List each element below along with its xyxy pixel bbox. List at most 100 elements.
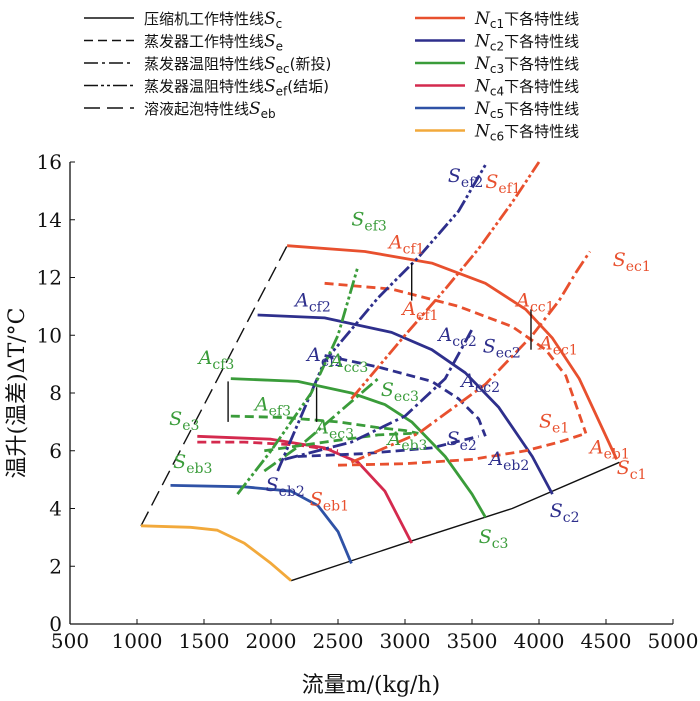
curve-label: Aeb1 xyxy=(588,437,630,463)
legend-item: Nc3下各特性线 xyxy=(474,54,579,76)
curve-label: Aef3 xyxy=(253,393,291,419)
curve-label-subscript: eb1 xyxy=(604,447,630,463)
y-tick-label: 16 xyxy=(37,150,62,174)
legend-item: Nc1下各特性线 xyxy=(474,9,579,31)
y-tick-label: 10 xyxy=(37,323,62,347)
curve-label: Se2 xyxy=(447,428,477,454)
curve-label: Aef2 xyxy=(305,344,343,370)
legend-text: 蒸发器温阻特性线 xyxy=(144,78,264,96)
y-tick-label: 14 xyxy=(37,208,62,232)
legend-symbol: N xyxy=(474,122,491,142)
curve-label-subscript: ef1 xyxy=(498,181,520,197)
curve-label-symbol: S xyxy=(351,209,364,231)
legend-subscript: ec xyxy=(276,62,290,76)
curve-label-symbol: S xyxy=(613,249,626,271)
curve-label-symbol: A xyxy=(197,347,213,369)
curve-label: Aec3 xyxy=(313,416,354,442)
x-tick-label: 4500 xyxy=(581,629,632,653)
curve-label-subscript: cc2 xyxy=(452,334,477,350)
curve-label-symbol: A xyxy=(386,428,402,450)
legend-subscript: c3 xyxy=(490,62,504,76)
curve-label-subscript: ef3 xyxy=(269,403,291,419)
legend-symbol: N xyxy=(474,99,491,119)
curve-label-symbol: A xyxy=(293,289,309,311)
legend-text: 蒸发器工作特性线 xyxy=(144,33,264,51)
x-ticks: 500 1000 1500 2000 2500 3000 3500 4000 4500 5000 xyxy=(51,619,698,653)
x-axis-title: 流量m/(kg/h) xyxy=(302,673,440,698)
curve-label-symbol: A xyxy=(400,298,416,320)
curve-label-symbol: A xyxy=(253,393,269,415)
curve-label-subscript: ef3 xyxy=(364,219,386,235)
legend-symbol: N xyxy=(474,54,491,74)
curve-label-symbol: A xyxy=(313,416,329,438)
x-tick-label: 1500 xyxy=(179,629,230,653)
x-tick-label: 1000 xyxy=(112,629,163,653)
legend-symbol: N xyxy=(474,32,491,52)
series-line xyxy=(286,244,618,460)
curve-label: Seb1 xyxy=(310,489,349,515)
curve-label-symbol: S xyxy=(169,408,182,430)
curve-label-symbol: S xyxy=(310,489,323,511)
legend-symbol: S xyxy=(264,54,276,74)
legend-symbol: N xyxy=(474,9,491,29)
curve-label-symbol: S xyxy=(617,457,630,479)
curve-label-symbol: A xyxy=(537,333,553,355)
legend-subscript: c2 xyxy=(490,40,504,54)
series-line xyxy=(284,328,474,461)
curve-label-symbol: A xyxy=(305,344,321,366)
curve-label-symbol: S xyxy=(173,451,186,473)
legend-subscript: c1 xyxy=(490,17,504,31)
curve-label: Sec3 xyxy=(381,379,419,405)
curve-label-subscript: eb2 xyxy=(279,484,305,500)
x-tick-label: 2000 xyxy=(246,629,297,653)
curve-label-symbol: A xyxy=(328,350,344,372)
curve-label-symbol: A xyxy=(387,232,403,254)
legend-text: 下各特性线 xyxy=(504,10,579,28)
curve-label-subscript: cf1 xyxy=(403,242,425,258)
curve-label-symbol: A xyxy=(459,370,475,392)
series-line xyxy=(170,484,353,564)
series-line xyxy=(230,377,487,518)
curve-label: Acc3 xyxy=(328,350,368,376)
curve-label-symbol: S xyxy=(485,171,498,193)
legend-item: Nc5下各特性线 xyxy=(474,99,579,121)
legend-text: 蒸发器温阻特性线 xyxy=(144,55,264,73)
legend: 压缩机工作特性线Sc蒸发器工作特性线Se蒸发器温阻特性线Sec(新投)蒸发器温阻… xyxy=(84,9,579,144)
curve-label-subscript: ec3 xyxy=(394,389,419,405)
legend-subscript: c4 xyxy=(490,85,504,99)
series-line xyxy=(297,434,480,458)
series-line xyxy=(230,414,419,435)
curve-label: Seb3 xyxy=(173,451,212,477)
legend-subscript: e xyxy=(276,40,283,54)
y-ticks: 0 2 4 6 8 10 12 14 16 xyxy=(37,150,75,636)
curve-label: Aec1 xyxy=(537,333,578,359)
x-tick-label: 500 xyxy=(51,629,89,653)
legend-text: 压缩机工作特性线 xyxy=(144,10,264,28)
curve-label: Sec2 xyxy=(483,336,521,362)
legend-subscript: c xyxy=(276,17,283,31)
curve-label-subscript: cc3 xyxy=(344,360,369,376)
legend-text: 下各特性线 xyxy=(504,123,579,141)
series-line xyxy=(236,265,360,495)
curve-label-subscript: c2 xyxy=(563,510,580,526)
curve-label: Sc3 xyxy=(479,526,509,552)
y-tick-label: 2 xyxy=(49,554,62,578)
series-line xyxy=(290,461,620,582)
legend-item: 蒸发器温阻特性线Sef(结垢) xyxy=(144,77,329,99)
series-line xyxy=(324,354,487,437)
curve-label-subscript: ef2 xyxy=(321,354,343,370)
x-tick-label: 2500 xyxy=(313,629,364,653)
legend-extra: (结垢) xyxy=(287,78,329,96)
series-line xyxy=(140,245,288,527)
curve-label-subscript: eb2 xyxy=(503,458,529,474)
legend-symbol: S xyxy=(264,77,276,97)
curve-label-subscript: cf2 xyxy=(309,299,331,315)
curve-label: Sef1 xyxy=(485,171,520,197)
curve-label-symbol: S xyxy=(550,500,563,522)
curve-label: Acf2 xyxy=(293,289,331,315)
legend-text: 下各特性线 xyxy=(504,78,579,96)
series-line xyxy=(140,524,293,582)
curve-label-symbol: S xyxy=(266,474,279,496)
curve-label: Acc2 xyxy=(437,324,477,350)
